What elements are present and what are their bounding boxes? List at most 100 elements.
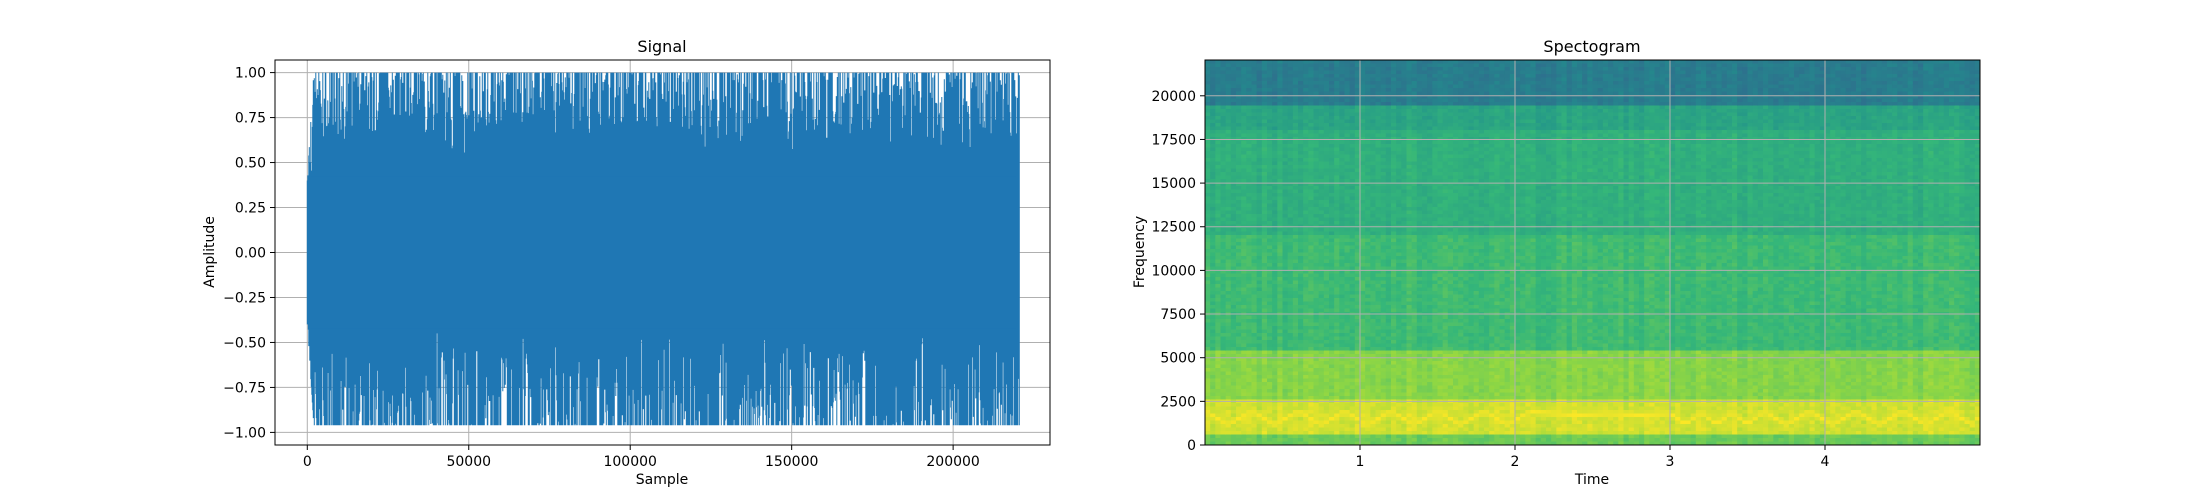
spectrogram-cell <box>1401 172 1408 177</box>
spectrogram-cell <box>1298 382 1304 387</box>
spectrogram-cell <box>1406 371 1413 376</box>
spectrogram-cell <box>1205 385 1211 390</box>
spectrogram-cell <box>1236 133 1242 138</box>
spectrogram-cell <box>1277 378 1284 383</box>
spectrogram-cell <box>1380 347 1387 352</box>
spectrogram-cell <box>1277 389 1284 394</box>
spectrogram-cell <box>1210 186 1216 191</box>
spectrogram-cell <box>1318 144 1325 149</box>
spectrogram-cell <box>1261 371 1268 376</box>
spectrogram-cell <box>1391 308 1397 313</box>
spectrogram-cell <box>1241 231 1247 236</box>
spectrogram-cell <box>1303 74 1309 79</box>
spectrogram-cell <box>1215 340 1222 345</box>
spectrogram-cell <box>1251 98 1258 103</box>
spectrogram-cell <box>1215 368 1222 373</box>
spectrogram-cell <box>1205 221 1211 226</box>
spectrogram-cell <box>1236 434 1242 439</box>
spectrogram-cell <box>1406 361 1413 366</box>
spectrogram-cell <box>1416 203 1423 208</box>
spectrogram-cell <box>1261 357 1268 362</box>
spectrogram-cell <box>1236 74 1242 79</box>
spectrogram-cell <box>1220 165 1227 170</box>
spectrogram-cell <box>1329 235 1335 240</box>
spectrogram-cell <box>1411 438 1418 443</box>
spectrogram-cell <box>1422 270 1428 275</box>
spectrogram-cell <box>1411 109 1418 114</box>
spectrogram-cell <box>1354 175 1361 180</box>
spectrogram-cell <box>1339 172 1346 177</box>
spectrogram-cell <box>1427 315 1433 320</box>
spectrogram-cell <box>1391 298 1397 303</box>
spectrogram-cell <box>1215 207 1222 212</box>
spectrogram-cell <box>1329 340 1335 345</box>
spectrogram-cell <box>1323 413 1330 418</box>
spectrogram-cell <box>1303 431 1309 436</box>
spectrogram-cell <box>1380 98 1387 103</box>
spectrogram-cell <box>1401 133 1408 138</box>
spectrogram-cell <box>1256 214 1263 219</box>
spectrogram-cell <box>1318 63 1325 68</box>
spectrogram-cell <box>1215 158 1222 163</box>
spectrogram-cell <box>1236 357 1242 362</box>
spectrogram-cell <box>1380 329 1387 334</box>
spectrogram-cell <box>1303 382 1309 387</box>
spectrogram-cell <box>1215 98 1222 103</box>
spectrogram-cell <box>1323 252 1330 257</box>
spectrogram-cell <box>1391 217 1397 222</box>
spectrogram-cell <box>1360 340 1366 345</box>
spectrogram-cell <box>1391 133 1397 138</box>
spectrogram-cell <box>1272 130 1278 135</box>
spectrogram-cell <box>1272 193 1278 198</box>
spectrogram-cell <box>1323 284 1330 289</box>
spectrogram-cell <box>1241 102 1247 107</box>
spectrogram-cell <box>1427 364 1433 369</box>
spectrogram-cell <box>1282 161 1289 166</box>
spectrogram-cell <box>1370 424 1377 429</box>
spectrogram-cell <box>1339 238 1346 243</box>
spectrogram-cell <box>1360 329 1366 334</box>
spectrogram-cell <box>1406 424 1413 429</box>
spectrogram-cell <box>1210 392 1216 397</box>
spectrogram-cell <box>1365 273 1371 278</box>
spectrogram-cell <box>1318 403 1325 408</box>
spectrogram-cell <box>1385 413 1392 418</box>
spectrogram-cell <box>1272 196 1278 201</box>
spectrogram-cell <box>1282 179 1289 184</box>
spectrogram-cell <box>1303 305 1309 310</box>
spectrogram-cell <box>1323 434 1330 439</box>
spectrogram-cell <box>1292 109 1299 114</box>
spectrogram-cell <box>1261 308 1268 313</box>
spectrogram-cell <box>1323 84 1330 89</box>
spectrogram-cell <box>1401 217 1408 222</box>
spectrogram-cell <box>1256 133 1263 138</box>
spectrogram-cell <box>1360 217 1366 222</box>
spectrogram-cell <box>1416 424 1423 429</box>
spectrogram-cell <box>1365 350 1371 355</box>
spectrogram-cell <box>1354 151 1361 156</box>
spectrogram-cell <box>1277 249 1284 254</box>
spectrogram-cell <box>1375 154 1382 159</box>
spectrogram-cell <box>1427 112 1433 117</box>
spectrogram-cell <box>1277 406 1284 411</box>
spectrogram-cell <box>1349 210 1356 215</box>
spectrogram-cell <box>1360 60 1366 65</box>
spectrogram-cell <box>1396 420 1402 425</box>
spectrogram-cell <box>1329 161 1335 166</box>
spectrogram-cell <box>1287 210 1294 215</box>
spectrogram-cell <box>1411 434 1418 439</box>
spectrogram-cell <box>1210 361 1216 366</box>
spectrogram-cell <box>1406 396 1413 401</box>
spectrogram-cell <box>1292 350 1299 355</box>
spectrogram-cell <box>1298 322 1304 327</box>
spectrogram-cell <box>1354 410 1361 415</box>
spectrogram-cell <box>1427 172 1433 177</box>
spectrogram-cell <box>1225 417 1232 422</box>
spectrogram-cell <box>1375 119 1382 124</box>
spectrogram-cell <box>1298 217 1304 222</box>
spectrogram-cell <box>1380 371 1387 376</box>
spectrogram-cell <box>1391 441 1397 445</box>
spectrogram-cell <box>1349 347 1356 352</box>
spectrogram-cell <box>1230 329 1237 334</box>
signal-y-tick-label: 1.00 <box>235 66 266 82</box>
